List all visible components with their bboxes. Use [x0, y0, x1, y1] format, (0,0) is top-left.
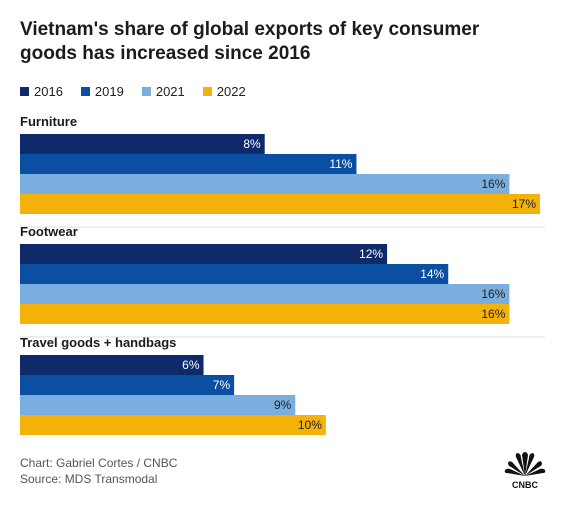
legend-swatch-2016	[20, 87, 29, 96]
legend-swatch-2019	[80, 87, 90, 96]
legend: 2016 2019 2021 2022	[20, 84, 246, 99]
legend-item-2016: 2016	[20, 84, 63, 99]
bar-furniture-2022	[20, 194, 540, 214]
legend-swatch-2021	[141, 87, 151, 96]
bar-footwear-2021	[20, 284, 510, 304]
bar-label-travel-goods-handbags-2019: 7%	[213, 378, 231, 392]
bar-label-footwear-2022: 16%	[481, 307, 505, 321]
bar-label-travel-goods-handbags-2016: 6%	[182, 358, 200, 372]
bar-label-footwear-2016: 12%	[359, 247, 383, 261]
legend-item-2019: 2019	[80, 84, 124, 99]
bar-furniture-2019	[20, 154, 357, 174]
bar-label-furniture-2022: 17%	[512, 197, 536, 211]
bar-label-furniture-2016: 8%	[243, 137, 261, 151]
bar-label-footwear-2021: 16%	[481, 287, 505, 301]
category-label-travel-goods-handbags: Travel goods + handbags	[20, 335, 176, 350]
bar-label-footwear-2019: 14%	[420, 267, 444, 281]
bar-footwear-2022	[20, 304, 510, 324]
chart-title: Vietnam's share of global exports of key…	[20, 19, 480, 64]
bar-travel-goods-handbags-2021	[20, 395, 296, 415]
cnbc-logo: CNBC	[504, 452, 546, 495]
bar-furniture-2021	[20, 174, 510, 194]
legend-label-2021: 2021	[155, 84, 185, 99]
legend-label-2016: 2016	[34, 84, 63, 99]
bar-travel-goods-handbags-2022	[20, 415, 326, 435]
category-label-furniture: Furniture	[20, 114, 77, 129]
nbc-peacock-icon: CNBC	[504, 452, 546, 490]
cnbc-logo-text: CNBC	[512, 480, 538, 490]
bar-label-travel-goods-handbags-2021: 9%	[274, 398, 292, 412]
legend-label-2019: 2019	[94, 84, 124, 99]
bar-footwear-2019	[20, 264, 449, 284]
chart-source: Source: MDS Transmodal	[20, 472, 158, 486]
bar-label-furniture-2021: 16%	[481, 177, 505, 191]
legend-swatch-2022	[202, 87, 212, 96]
legend-label-2022: 2022	[216, 84, 246, 99]
bar-furniture-2016	[20, 134, 265, 154]
chart-credit: Chart: Gabriel Cortes / CNBC	[20, 456, 178, 470]
bar-label-furniture-2019: 11%	[329, 157, 352, 171]
bar-travel-goods-handbags-2016	[20, 355, 204, 375]
bar-travel-goods-handbags-2019	[20, 375, 235, 395]
bar-label-travel-goods-handbags-2022: 10%	[298, 418, 322, 432]
category-label-footwear: Footwear	[20, 224, 78, 239]
bar-footwear-2016	[20, 244, 388, 264]
legend-item-2021: 2021	[141, 84, 185, 99]
chart-footer: Chart: Gabriel Cortes / CNBC Source: MDS…	[20, 455, 177, 487]
legend-item-2022: 2022	[202, 84, 246, 99]
